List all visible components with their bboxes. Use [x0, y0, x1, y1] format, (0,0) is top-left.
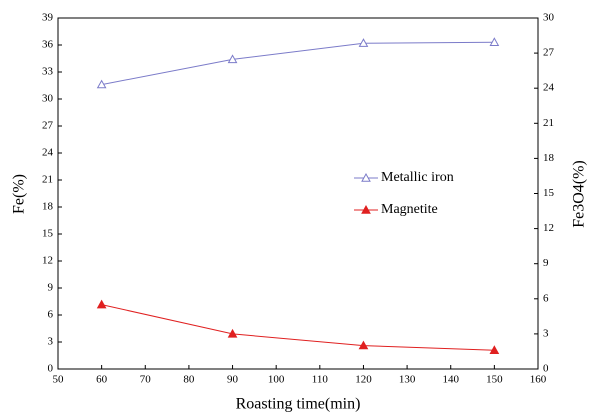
x-tick-label: 150 [486, 374, 503, 386]
y2-tick-label: 12 [543, 222, 554, 234]
y2-tick-label: 15 [543, 187, 555, 199]
y2-tick-label: 24 [543, 82, 555, 94]
y-tick-label: 39 [42, 12, 54, 24]
y-tick-label: 27 [42, 120, 54, 132]
y2-tick-label: 30 [543, 12, 555, 24]
y-tick-label: 15 [42, 228, 54, 240]
marker [489, 37, 500, 46]
x-tick-label: 80 [183, 374, 195, 386]
y-tick-label: 21 [42, 174, 53, 186]
x-axis-label: Roasting time(min) [236, 396, 361, 413]
y2-tick-label: 27 [543, 47, 555, 59]
legend-label: Magnetite [381, 202, 438, 217]
series-line [101, 41, 495, 86]
x-tick-label: 130 [399, 374, 416, 386]
y-tick-label: 9 [48, 282, 54, 294]
plot-frame [57, 17, 539, 370]
x-tick-label: 140 [442, 374, 459, 386]
x-tick-label: 50 [53, 374, 65, 386]
y-tick-label: 3 [48, 336, 54, 348]
y2-axis-label: Fe3O4(%) [571, 160, 588, 228]
x-tick-label: 120 [355, 374, 372, 386]
y-tick-label: 30 [42, 93, 54, 105]
legend-marker [361, 204, 371, 214]
y2-tick-label: 9 [543, 257, 549, 269]
y-tick-label: 33 [42, 66, 54, 78]
series-line [101, 304, 495, 351]
y2-tick-label: 0 [543, 363, 549, 375]
legend-marker [361, 172, 371, 182]
marker [227, 328, 238, 338]
x-tick-label: 160 [530, 374, 547, 386]
y2-tick-label: 18 [543, 152, 555, 164]
x-tick-label: 90 [227, 374, 239, 386]
y-tick-label: 0 [48, 363, 54, 375]
y-tick-label: 12 [42, 255, 53, 267]
marker [227, 54, 238, 64]
marker [96, 79, 107, 89]
x-tick-label: 110 [312, 374, 329, 386]
marker [489, 345, 500, 354]
y-tick-label: 24 [42, 147, 54, 159]
x-tick-label: 60 [96, 374, 108, 386]
marker [358, 340, 369, 350]
x-tick-label: 70 [140, 374, 152, 386]
x-tick-label: 100 [268, 374, 285, 386]
y2-tick-label: 3 [543, 327, 549, 339]
marker [358, 38, 369, 47]
y-tick-label: 18 [42, 201, 54, 213]
marker [96, 299, 107, 309]
y-tick-label: 36 [42, 39, 54, 51]
y2-tick-label: 6 [543, 292, 549, 304]
legend-label: Metallic iron [381, 170, 454, 185]
y2-tick-label: 21 [543, 117, 554, 129]
y-tick-label: 6 [48, 309, 54, 321]
y-axis-label: Fe(%) [11, 174, 28, 214]
